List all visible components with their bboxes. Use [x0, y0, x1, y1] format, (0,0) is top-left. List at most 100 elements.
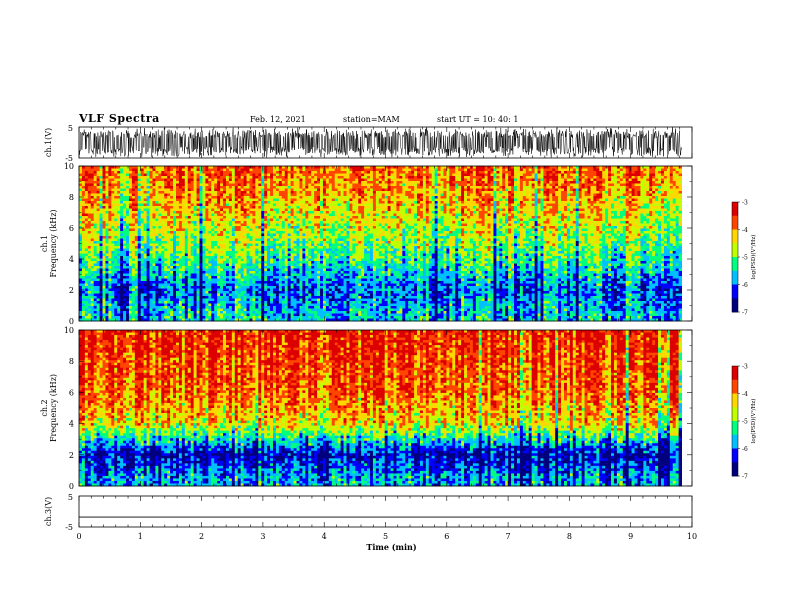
spectrogram-cell	[223, 276, 227, 279]
spectrogram-cell	[96, 238, 100, 242]
spectrogram-cell	[84, 173, 89, 177]
spectrogram-cell	[149, 223, 153, 227]
spectrogram-cell	[102, 208, 106, 212]
spectrogram-cell	[208, 191, 212, 194]
spectrogram-cell	[126, 273, 130, 277]
spectrogram-cell	[146, 218, 150, 222]
spectrogram-cell	[167, 261, 171, 264]
spectrogram-cell	[275, 241, 280, 244]
spectrogram-cell	[255, 231, 259, 234]
spectrogram-cell	[264, 248, 268, 252]
spectrogram-cell	[84, 196, 89, 199]
spectrogram-cell	[302, 236, 306, 239]
spectrogram-cell	[170, 313, 174, 317]
spectrogram-cell	[140, 183, 145, 187]
spectrogram-cell	[187, 298, 192, 302]
spectrogram-cell	[178, 191, 183, 194]
spectrogram-cell	[311, 238, 315, 242]
spectrogram-cell	[205, 228, 209, 232]
spectrogram-cell	[193, 218, 197, 222]
spectrogram-cell	[240, 206, 245, 209]
spectrogram-cell	[90, 298, 95, 302]
spectrogram-cell	[143, 258, 148, 262]
spectrogram-cell	[102, 303, 106, 307]
spectrogram-cell	[228, 298, 233, 302]
spectrogram-cell	[126, 218, 130, 222]
spectrogram-cell	[108, 283, 112, 287]
spectrogram-cell	[293, 243, 297, 247]
spectrogram-cell	[87, 193, 92, 197]
spectrogram-cell	[275, 316, 280, 319]
spectrogram-cell	[290, 278, 294, 282]
spectrogram-cell	[281, 281, 286, 284]
spectrogram-cell	[190, 268, 195, 272]
spectrogram-cell	[102, 168, 106, 172]
spectrogram-cell	[161, 253, 165, 257]
spectrogram-cell	[155, 203, 159, 207]
spectrogram-cell	[255, 168, 259, 172]
spectrogram-cell	[149, 183, 153, 187]
spectrogram-cell	[140, 258, 145, 262]
spectrogram-cell	[79, 233, 83, 237]
spectrogram-cell	[275, 311, 280, 314]
spectrogram-cell	[81, 281, 86, 284]
spectrogram-cell	[293, 311, 297, 314]
spectrogram-cell	[199, 301, 203, 304]
spectrogram-cell	[81, 313, 86, 317]
spectrogram-cell	[302, 176, 306, 179]
spectrogram-cell	[205, 253, 209, 257]
spectrogram-cell	[273, 216, 277, 219]
spectrogram-cell	[202, 281, 206, 284]
spectrogram-cell	[305, 211, 309, 214]
spectrogram-cell	[123, 216, 127, 219]
spectrogram-cell	[181, 221, 186, 224]
spectrogram-cell	[178, 298, 183, 302]
spectrogram-cell	[170, 201, 174, 204]
spectrogram-cell	[270, 271, 274, 274]
spectrogram-cell	[252, 296, 256, 299]
spectrogram-cell	[137, 216, 142, 219]
spectrogram-cell	[252, 266, 256, 269]
spectrogram-cell	[187, 183, 192, 187]
spectrogram-cell	[240, 318, 245, 322]
spectrogram-cell	[108, 296, 112, 299]
spectrogram-cell	[270, 181, 274, 184]
spectrogram-cell	[187, 203, 192, 207]
spectrogram-cell	[275, 196, 280, 199]
spectrogram-cell	[214, 306, 218, 309]
spectrogram-cell	[308, 226, 312, 229]
spectrogram-cell	[81, 221, 86, 224]
spectrogram-cell	[240, 293, 245, 297]
spectrogram-cell	[146, 286, 150, 289]
spectrogram-cell	[296, 246, 300, 249]
spectrogram-cell	[140, 296, 145, 299]
spectrogram-cell	[205, 188, 209, 192]
spectrogram-cell	[205, 268, 209, 272]
spectrogram-cell	[237, 256, 242, 259]
spectrogram-cell	[161, 218, 165, 222]
spectrogram-cell	[111, 206, 115, 209]
spectrogram-cell	[99, 211, 103, 214]
spectrogram-cell	[128, 231, 133, 234]
spectrogram-cell	[293, 228, 297, 232]
spectrogram-cell	[311, 256, 315, 259]
spectrogram-cell	[128, 273, 133, 277]
spectrogram-cell	[96, 203, 100, 207]
spectrogram-cell	[205, 313, 209, 317]
spectrogram-cell	[152, 311, 156, 314]
spectrogram-cell	[255, 318, 259, 322]
spectrogram-cell	[252, 183, 256, 187]
spectrogram-cell	[152, 316, 156, 319]
spectrogram-cell	[102, 246, 106, 249]
spectrogram-cell	[211, 313, 215, 317]
spectrogram-cell	[225, 233, 230, 237]
spectrogram-cell	[99, 236, 103, 239]
spectrogram-cell	[137, 203, 142, 207]
spectrogram-cell	[102, 291, 106, 294]
spectrogram-cell	[158, 241, 162, 244]
spectrogram-cell	[275, 176, 280, 179]
spectrogram-cell	[184, 238, 189, 242]
spectrogram-cell	[208, 308, 212, 312]
spectrogram-cell	[308, 248, 312, 252]
spectrogram-cell	[243, 206, 247, 209]
